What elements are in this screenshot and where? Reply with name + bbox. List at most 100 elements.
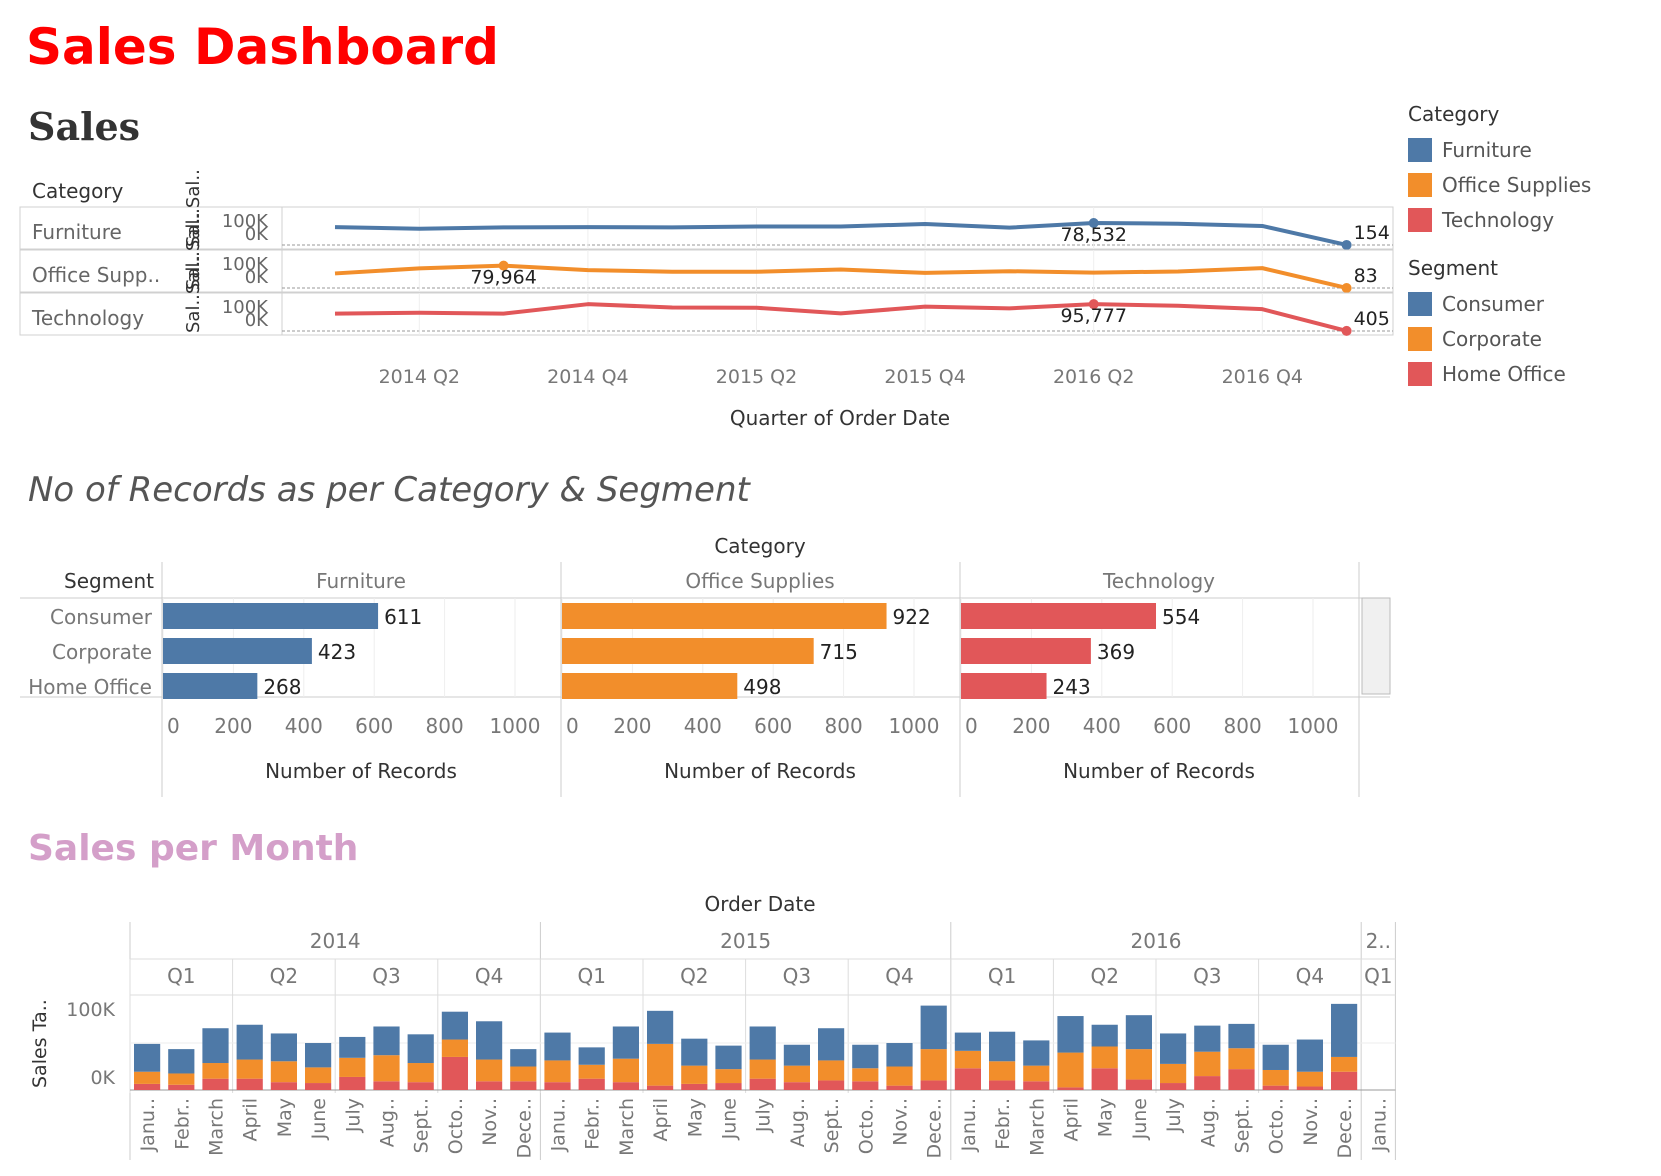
month-label: Febr.. xyxy=(171,1098,193,1150)
furniture-swatch xyxy=(1408,137,1432,162)
y-tick-label: 0K xyxy=(90,1067,115,1089)
month-bar-segment xyxy=(305,1067,332,1084)
data-label: 405 xyxy=(1354,308,1390,330)
month-bar-segment xyxy=(647,1043,674,1086)
x-tick-label: 200 xyxy=(613,714,651,738)
segment-label: Home Office xyxy=(28,675,152,699)
quarter-label: Q2 xyxy=(270,964,298,988)
bar-value-label: 243 xyxy=(1053,675,1091,699)
x-tick-label: 2016 Q2 xyxy=(1053,366,1134,388)
quarter-label: Q1 xyxy=(988,964,1016,988)
y-tick-label: 0K xyxy=(245,267,269,288)
row-header: Category xyxy=(32,179,124,203)
x-tick-label: 2015 Q2 xyxy=(716,366,797,388)
month-label: Febr.. xyxy=(992,1098,1014,1150)
data-label: 78,532 xyxy=(1060,224,1126,246)
segment-label: Corporate xyxy=(52,640,152,664)
data-label: 154 xyxy=(1354,222,1390,244)
quarter-label: Q2 xyxy=(680,964,708,988)
month-bar-segment xyxy=(681,1038,708,1066)
month-bar-segment xyxy=(305,1043,332,1068)
month-bar-segment xyxy=(1331,1003,1358,1057)
month-label: Nov.. xyxy=(890,1098,912,1146)
x-tick-label: 200 xyxy=(214,714,252,738)
x-tick-label: 800 xyxy=(825,714,863,738)
month-bar-segment xyxy=(1160,1033,1187,1064)
y-tick-label: 0K xyxy=(245,310,269,331)
month-bar-segment xyxy=(749,1078,776,1090)
bar-value-label: 268 xyxy=(263,675,301,699)
y-tick-label: 0K xyxy=(245,224,269,245)
month-label: April xyxy=(650,1098,672,1141)
x-tick-label: 400 xyxy=(684,714,722,738)
y-tick-label: 100K xyxy=(222,254,269,275)
month-label: March xyxy=(206,1098,228,1156)
scrollbar xyxy=(1361,597,1391,695)
month-bar-segment xyxy=(1091,1046,1118,1069)
legend-item-furniture[interactable]: Furniture xyxy=(1408,132,1591,167)
legend-label: Technology xyxy=(1442,207,1555,232)
sales-line-furniture xyxy=(334,221,1348,247)
month-label: Janu.. xyxy=(137,1098,159,1152)
quarter-label: Q4 xyxy=(885,964,913,988)
row-axis-label: Sal..Sal.. xyxy=(183,212,204,290)
month-bar-segment xyxy=(715,1045,742,1070)
month-bar-segment xyxy=(578,1047,605,1065)
month-bar-segment xyxy=(954,1050,981,1069)
bar-value-label: 498 xyxy=(743,675,781,699)
month-bar-segment xyxy=(920,1080,947,1090)
month-bar-segment xyxy=(270,1061,297,1083)
month-bar-segment xyxy=(852,1081,879,1090)
month-bar-segment xyxy=(339,1036,366,1058)
x-axis-title: Number of Records xyxy=(664,759,856,783)
legend-label: Home Office xyxy=(1442,361,1566,386)
month-label: June xyxy=(308,1098,330,1140)
month-bar-segment xyxy=(202,1078,229,1090)
month-bar-segment xyxy=(1160,1083,1187,1090)
month-bar-segment xyxy=(270,1033,297,1062)
month-bar-segment xyxy=(1262,1069,1289,1086)
month-bar-segment xyxy=(783,1044,810,1066)
y-tick-label: 100K xyxy=(66,999,115,1021)
legend-item-consumer[interactable]: Consumer xyxy=(1408,286,1566,321)
month-bar-segment xyxy=(373,1026,400,1056)
legend-item-office-supplies[interactable]: Office Supplies xyxy=(1408,167,1591,202)
record-bar xyxy=(961,638,1091,664)
month-label: Nov.. xyxy=(1300,1098,1322,1146)
row-frame xyxy=(19,292,1394,336)
legend-item-corporate[interactable]: Corporate xyxy=(1408,321,1566,356)
quarter-label: Q3 xyxy=(783,964,811,988)
month-bar-segment xyxy=(236,1059,263,1079)
legend-item-technology[interactable]: Technology xyxy=(1408,202,1591,237)
month-label: Janu.. xyxy=(548,1098,570,1152)
row-frame xyxy=(19,206,1394,250)
x-tick-label: 800 xyxy=(1224,714,1262,738)
corporate-swatch xyxy=(1408,326,1432,351)
highlight-point xyxy=(498,260,509,271)
x-tick-label: 2014 Q2 xyxy=(379,366,460,388)
month-bar-segment xyxy=(202,1063,229,1079)
month-bar-segment xyxy=(168,1073,195,1085)
x-tick-label: 200 xyxy=(1012,714,1050,738)
y-axis-title: Sales Ta.. xyxy=(29,999,51,1088)
record-bar xyxy=(562,673,738,699)
year-label: 2015 xyxy=(720,929,771,953)
month-label: Dece.. xyxy=(924,1098,946,1159)
x-tick-label: 600 xyxy=(754,714,792,738)
record-bar xyxy=(961,673,1047,699)
legend-label: Furniture xyxy=(1442,137,1532,162)
month-bar-segment xyxy=(818,1080,845,1090)
x-tick-label: 400 xyxy=(1083,714,1121,738)
x-axis-title: Number of Records xyxy=(265,759,457,783)
category-legend[interactable]: Category Furniture Office Supplies Techn… xyxy=(1408,102,1591,237)
segment-legend[interactable]: Segment Consumer Corporate Home Office xyxy=(1408,256,1566,391)
month-chart-title: Sales per Month xyxy=(28,828,359,869)
quarter-label: Q3 xyxy=(1193,964,1221,988)
data-label: 83 xyxy=(1354,265,1378,287)
month-bar-segment xyxy=(818,1028,845,1061)
row-frame xyxy=(19,249,1394,293)
legend-item-home-office[interactable]: Home Office xyxy=(1408,356,1566,391)
bar-value-label: 423 xyxy=(318,640,356,664)
month-bar-segment xyxy=(681,1065,708,1084)
dashboard-title: Sales Dashboard xyxy=(26,18,499,76)
